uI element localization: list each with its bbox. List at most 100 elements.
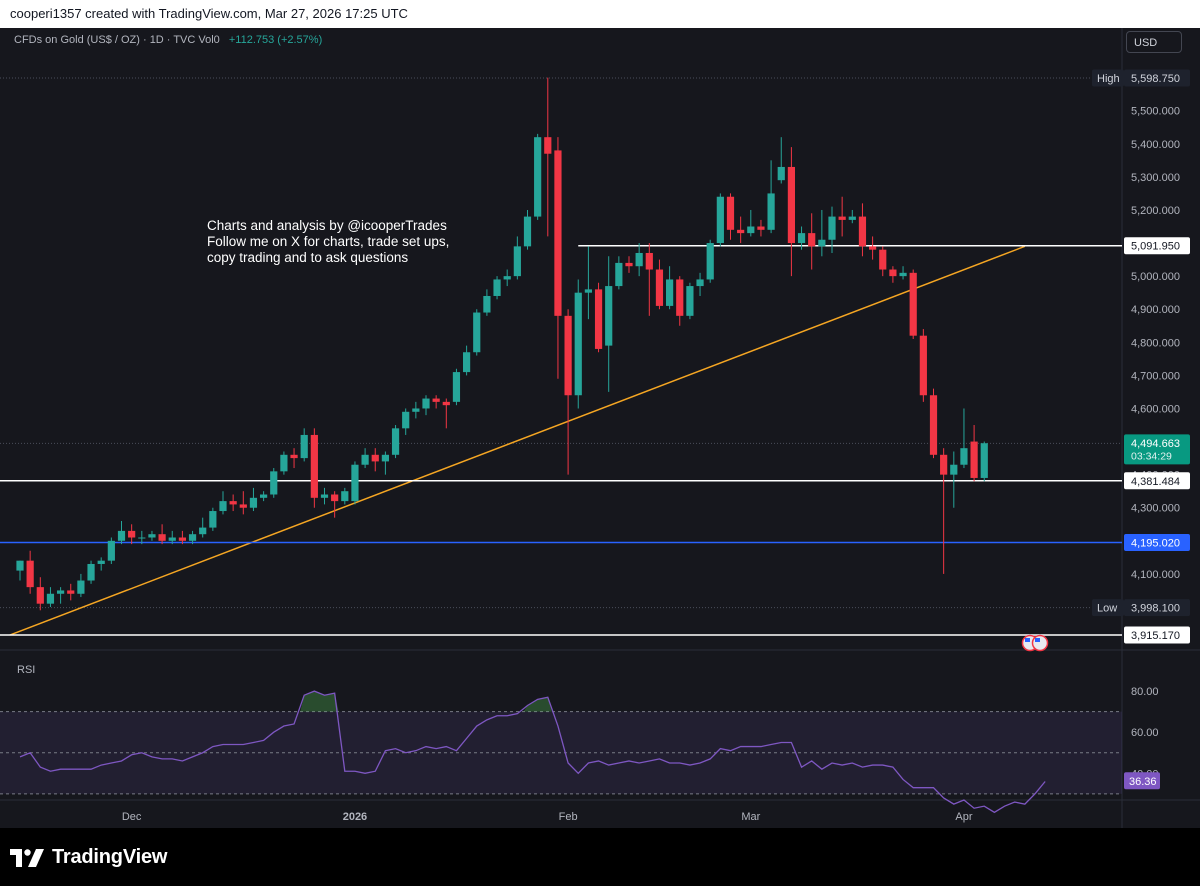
- tradingview-logo-icon: [10, 848, 44, 867]
- candle: [584, 246, 592, 320]
- support-level-label-bg: [1124, 472, 1190, 490]
- candle-body: [138, 537, 146, 539]
- candle: [960, 408, 968, 469]
- price-tick-label: 5,000.000: [1131, 271, 1180, 283]
- candle: [188, 530, 197, 545]
- bottom-level-label: 3,915.170: [1131, 630, 1180, 642]
- candle-body: [980, 443, 988, 478]
- candle: [909, 269, 917, 339]
- candle: [747, 209, 755, 237]
- candle: [239, 491, 247, 515]
- high-prefix-label: High: [1097, 73, 1120, 85]
- candle: [534, 133, 542, 220]
- tradingview-logo[interactable]: TradingView: [10, 846, 167, 869]
- candle: [300, 428, 308, 462]
- candle-body: [483, 295, 491, 313]
- candle-body: [940, 454, 948, 475]
- candle-body: [787, 166, 795, 244]
- candle: [676, 276, 684, 326]
- candle-body: [929, 395, 938, 455]
- candle-body: [706, 243, 714, 280]
- rsi-tick-label: 80.00: [1131, 686, 1159, 698]
- candle: [655, 259, 664, 310]
- candle: [178, 530, 186, 545]
- candle: [808, 213, 816, 270]
- candle-body: [290, 454, 298, 459]
- candle: [67, 583, 75, 601]
- candle: [615, 256, 623, 290]
- top-caption-bar: cooperi1357 created with TradingView.com…: [0, 0, 1200, 28]
- candle-body: [909, 272, 917, 336]
- last-price-label: 4,494.663: [1131, 438, 1180, 450]
- candle: [716, 193, 724, 247]
- time-tick-label: Mar: [741, 811, 760, 823]
- candle: [493, 276, 501, 300]
- text-annotation[interactable]: Charts and analysis by @icooperTrades Fo…: [207, 218, 449, 266]
- candle-body: [686, 286, 694, 316]
- res-level-label-bg: [1124, 237, 1190, 255]
- candle-body: [341, 491, 349, 502]
- price-tick-label: 4,900.000: [1131, 304, 1180, 316]
- annotation-line: Follow me on X for charts, trade set ups…: [207, 234, 450, 249]
- candle: [260, 491, 268, 502]
- candle-body: [229, 501, 237, 505]
- candle-body: [879, 249, 887, 270]
- candle: [16, 560, 24, 581]
- price-tick-label: 5,500.000: [1131, 106, 1180, 118]
- candle: [523, 209, 532, 250]
- candle: [341, 487, 349, 505]
- low-label-bg: [1124, 599, 1190, 617]
- candle-body: [97, 560, 105, 564]
- candle-body: [838, 216, 846, 220]
- low-prefix-label: Low: [1097, 603, 1117, 615]
- candle: [757, 219, 765, 237]
- candle: [889, 266, 897, 283]
- brand-name: TradingView: [52, 846, 168, 868]
- rsi-value-bg: [1124, 772, 1160, 790]
- candle-body: [371, 454, 379, 462]
- candle: [199, 517, 207, 538]
- candle: [168, 530, 176, 545]
- candle-body: [158, 534, 166, 541]
- candle-body: [16, 560, 24, 571]
- candle: [879, 246, 887, 277]
- candle-body: [523, 216, 532, 247]
- price-tick-label: 4,100.000: [1131, 569, 1180, 581]
- candle-body: [605, 286, 613, 346]
- candle: [666, 266, 674, 310]
- candle: [625, 256, 633, 273]
- candle-body: [148, 534, 156, 538]
- price-tick-label: 5,300.000: [1131, 172, 1180, 184]
- candle-body: [919, 335, 927, 396]
- candle-body: [544, 137, 552, 154]
- candle: [950, 451, 958, 508]
- candle-body: [320, 494, 329, 498]
- symbol-title: CFDs on Gold (US$ / OZ) · 1D · TVC: [14, 34, 196, 46]
- time-tick-label: 2026: [343, 811, 367, 823]
- candle-body: [209, 511, 217, 528]
- currency-button[interactable]: USD: [1126, 31, 1182, 53]
- candle-body: [899, 272, 907, 277]
- price-tick-label: 4,600.000: [1131, 403, 1180, 415]
- candle: [117, 520, 126, 545]
- volume-label: Vol0: [198, 34, 220, 46]
- candle-body: [584, 289, 592, 293]
- candle-body: [107, 540, 115, 561]
- candle: [46, 587, 55, 607]
- candle: [767, 160, 775, 234]
- candle: [483, 289, 491, 316]
- price-tick-label: 5,200.000: [1131, 205, 1180, 217]
- rsi-line: [19, 690, 1046, 814]
- chart-panel[interactable]: 5,700.0005,600.0005,500.0005,400.0005,30…: [0, 28, 1200, 828]
- candle: [970, 425, 978, 482]
- candle: [381, 451, 389, 475]
- candle: [158, 524, 166, 545]
- candle: [290, 448, 298, 469]
- price-tick-label: 4,300.000: [1131, 503, 1180, 515]
- candle: [777, 137, 785, 184]
- candle: [87, 560, 95, 584]
- candle: [209, 507, 217, 531]
- candle-body: [757, 226, 765, 230]
- candle: [919, 329, 927, 402]
- chart-canvas[interactable]: 5,700.0005,600.0005,500.0005,400.0005,30…: [0, 28, 1200, 828]
